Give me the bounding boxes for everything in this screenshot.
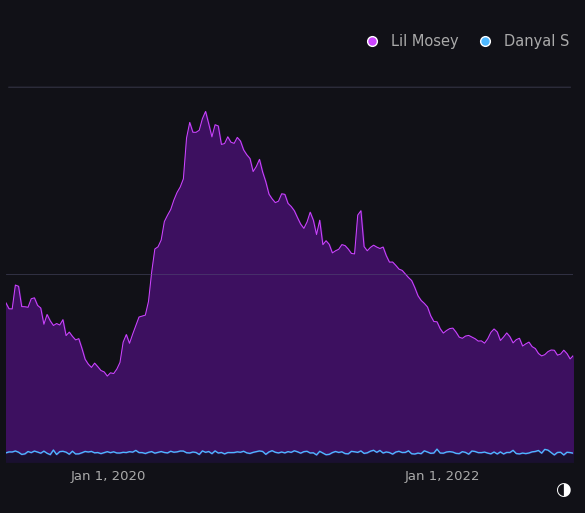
Text: ◑: ◑: [555, 481, 570, 499]
Legend: Lil Mosey, Danyal S: Lil Mosey, Danyal S: [352, 28, 575, 54]
